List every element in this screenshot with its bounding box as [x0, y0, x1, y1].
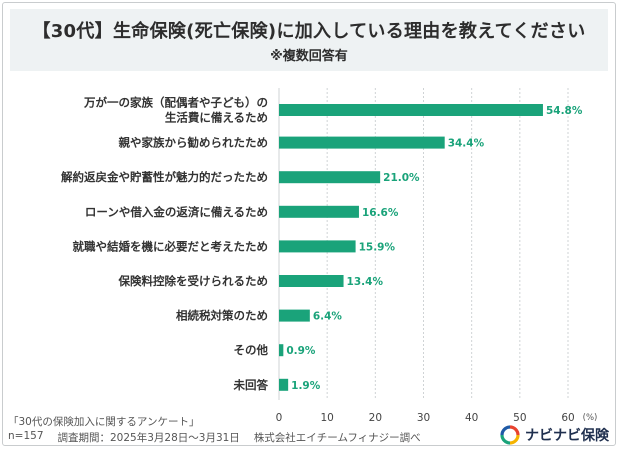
data-label: 1.9% [291, 380, 321, 392]
footer-meta: n=157 調査期間：2025年3月28日～3月31日 株式会社エイチームフィナ… [8, 430, 421, 445]
category-label: 未回答 [233, 378, 269, 392]
navinavi-logo: ナビナビ保険 [500, 424, 609, 446]
survey-period: 調査期間：2025年3月28日～3月31日 [57, 432, 240, 444]
bar [279, 378, 289, 391]
survey-company: 株式会社エイチームフィナジー調べ [253, 432, 421, 444]
category-label: 相続税対策のため [176, 309, 268, 323]
bar [279, 275, 344, 287]
survey-name: 「30代の保険加入に関するアンケート」 [8, 416, 200, 428]
bar [279, 240, 356, 253]
logo-text: ナビナビ保険 [525, 428, 609, 444]
category-label: 解約返戻金や貯蓄性が魅力的だったため [61, 170, 268, 184]
category-label: 親や家族から勧められたため [119, 136, 269, 150]
bar [279, 205, 359, 218]
category-label: 万が一の家族（配偶者や子ども）の [83, 96, 268, 110]
footer-source: 「30代の保険加入に関するアンケート」 [8, 414, 199, 429]
x-tick-label: 40 [465, 412, 478, 424]
data-label: 0.9% [286, 345, 316, 357]
chart-subtitle: ※複数回答有 [270, 49, 348, 64]
category-label: その他 [234, 343, 269, 357]
data-label: 15.9% [359, 241, 396, 253]
category-label: ローンや借入金の返済に備えるため [85, 205, 268, 219]
data-label: 13.4% [347, 276, 384, 288]
category-label: 保険料控除を受けられるため [118, 274, 269, 288]
x-tick-label: 60 [561, 412, 574, 424]
x-tick-label: 30 [417, 412, 430, 424]
bar [279, 309, 310, 322]
x-tick-label: 50 [513, 412, 526, 424]
category-label: 就職や結婚を機に必要だと考えたため [73, 239, 269, 253]
sample-size: n=157 [8, 430, 44, 442]
logo-mark-icon [500, 425, 520, 445]
x-tick-label: 0 [276, 412, 283, 424]
bar [279, 104, 543, 116]
data-label: 54.8% [546, 105, 583, 117]
x-tick-label: 20 [369, 412, 382, 424]
data-label: 6.4% [313, 311, 343, 323]
chart-title: 【30代】生命保険(死亡保険)に加入している理由を教えてください [32, 21, 586, 42]
chart-header: 【30代】生命保険(死亡保険)に加入している理由を教えてください ※複数回答有 [10, 9, 608, 71]
data-label: 21.0% [383, 172, 420, 184]
bar [279, 171, 381, 184]
bar [279, 136, 445, 149]
data-label: 34.4% [448, 138, 485, 150]
category-label: 生活費に備えるため [165, 111, 268, 125]
data-label: 16.6% [362, 207, 399, 219]
x-axis-unit: (%) [583, 413, 598, 423]
chart-frame [2, 2, 616, 446]
x-tick-label: 10 [320, 412, 333, 424]
bar [279, 344, 284, 357]
